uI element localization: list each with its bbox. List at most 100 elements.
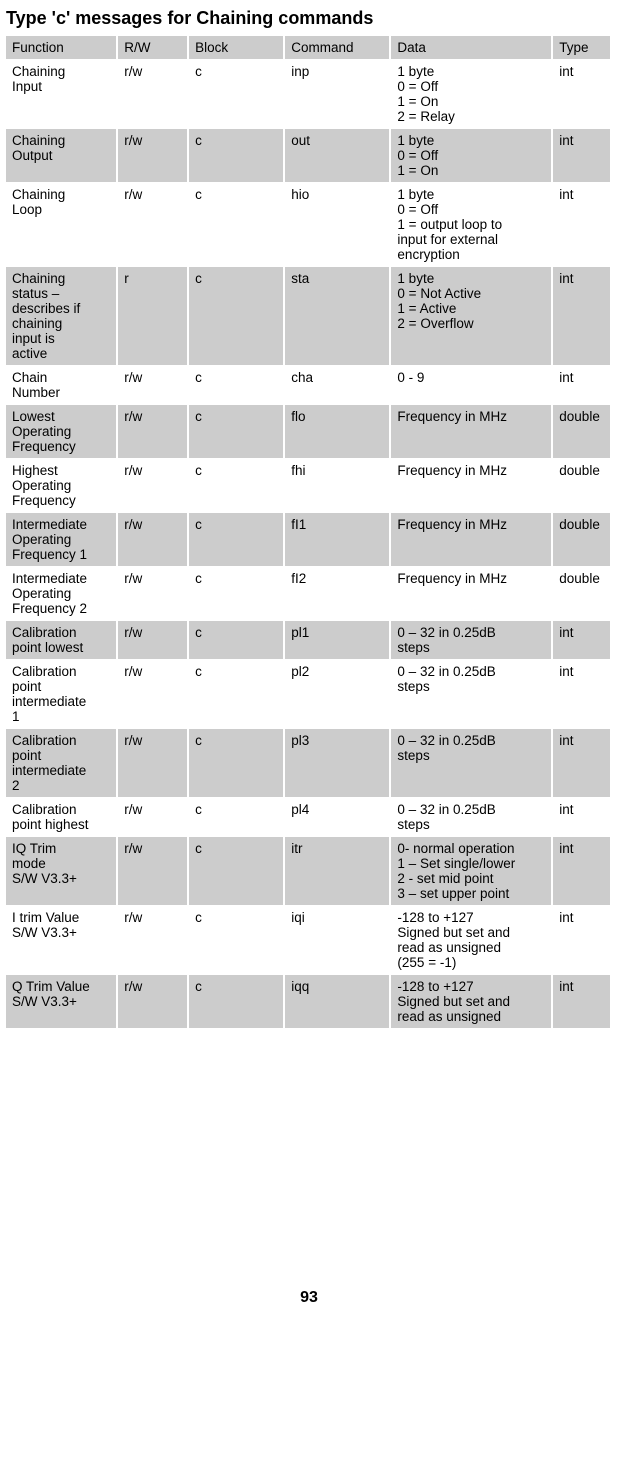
cell-block: c (188, 405, 284, 459)
cell-function: ChainNumber (6, 366, 117, 405)
cell-function: HighestOperatingFrequency (6, 459, 117, 513)
col-function: Function (6, 36, 117, 60)
col-type: Type (552, 36, 611, 60)
cell-data: -128 to +127Signed but set andread as un… (390, 906, 552, 975)
col-block: Block (188, 36, 284, 60)
cell-command: pl1 (284, 621, 390, 660)
cell-command: out (284, 129, 390, 183)
cell-function: ChainingOutput (6, 129, 117, 183)
table-row: LowestOperatingFrequencyr/wcfloFrequency… (6, 405, 611, 459)
cell-data: 0- normal operation1 – Set single/lower2… (390, 837, 552, 906)
cell-rw: r/w (117, 459, 188, 513)
cell-data: 1 byte0 = Off1 = output loop toinput for… (390, 183, 552, 267)
cell-function: Calibrationpoint lowest (6, 621, 117, 660)
cell-data: -128 to +127Signed but set andread as un… (390, 975, 552, 1029)
cell-type: double (552, 513, 611, 567)
cell-function: Q Trim ValueS/W V3.3+ (6, 975, 117, 1029)
table-row: IntermediateOperatingFrequency 1r/wcfI1F… (6, 513, 611, 567)
cell-command: fI1 (284, 513, 390, 567)
cell-command: sta (284, 267, 390, 366)
cell-rw: r/w (117, 405, 188, 459)
cell-data: Frequency in MHz (390, 405, 552, 459)
cell-type: int (552, 129, 611, 183)
cell-type: int (552, 660, 611, 729)
col-rw: R/W (117, 36, 188, 60)
table-row: Calibrationpointintermediate1r/wcpl20 – … (6, 660, 611, 729)
cell-data: Frequency in MHz (390, 513, 552, 567)
cell-block: c (188, 129, 284, 183)
table-row: ChainingLoopr/wchio1 byte0 = Off1 = outp… (6, 183, 611, 267)
table-row: Chainingstatus –describes ifchaininginpu… (6, 267, 611, 366)
table-row: Calibrationpointintermediate2r/wcpl30 – … (6, 729, 611, 798)
cell-block: c (188, 729, 284, 798)
cell-data: 0 – 32 in 0.25dBsteps (390, 798, 552, 837)
cell-rw: r/w (117, 837, 188, 906)
cell-data: 0 - 9 (390, 366, 552, 405)
cell-block: c (188, 798, 284, 837)
table-row: HighestOperatingFrequencyr/wcfhiFrequenc… (6, 459, 611, 513)
table-header-row: Function R/W Block Command Data Type (6, 36, 611, 60)
cell-type: int (552, 267, 611, 366)
cell-function: Chainingstatus –describes ifchaininginpu… (6, 267, 117, 366)
cell-rw: r/w (117, 621, 188, 660)
cell-block: c (188, 660, 284, 729)
cell-type: int (552, 837, 611, 906)
cell-block: c (188, 459, 284, 513)
cell-function: IntermediateOperatingFrequency 1 (6, 513, 117, 567)
cell-function: Calibrationpointintermediate1 (6, 660, 117, 729)
cell-command: inp (284, 60, 390, 129)
table-row: IQ TrimmodeS/W V3.3+r/wcitr0- normal ope… (6, 837, 611, 906)
page-number: 93 (6, 1029, 612, 1307)
cell-function: Calibrationpoint highest (6, 798, 117, 837)
cell-data: 1 byte0 = Not Active1 = Active2 = Overfl… (390, 267, 552, 366)
cell-rw: r/w (117, 729, 188, 798)
table-row: Calibrationpoint highestr/wcpl40 – 32 in… (6, 798, 611, 837)
cell-type: int (552, 975, 611, 1029)
commands-table: Function R/W Block Command Data Type Cha… (6, 35, 612, 1029)
cell-function: ChainingInput (6, 60, 117, 129)
cell-function: ChainingLoop (6, 183, 117, 267)
table-row: ChainingOutputr/wcout1 byte0 = Off1 = On… (6, 129, 611, 183)
cell-block: c (188, 366, 284, 405)
table-row: Calibrationpoint lowestr/wcpl10 – 32 in … (6, 621, 611, 660)
table-row: ChainingInputr/wcinp1 byte0 = Off1 = On2… (6, 60, 611, 129)
cell-rw: r/w (117, 660, 188, 729)
cell-function: I trim ValueS/W V3.3+ (6, 906, 117, 975)
cell-type: int (552, 366, 611, 405)
cell-rw: r (117, 267, 188, 366)
cell-command: pl3 (284, 729, 390, 798)
cell-rw: r/w (117, 567, 188, 621)
cell-command: iqq (284, 975, 390, 1029)
col-command: Command (284, 36, 390, 60)
cell-type: double (552, 459, 611, 513)
cell-type: int (552, 183, 611, 267)
cell-rw: r/w (117, 60, 188, 129)
table-row: Q Trim ValueS/W V3.3+r/wciqq-128 to +127… (6, 975, 611, 1029)
page-title: Type 'c' messages for Chaining commands (6, 8, 612, 29)
cell-block: c (188, 906, 284, 975)
cell-type: int (552, 621, 611, 660)
cell-type: int (552, 729, 611, 798)
cell-block: c (188, 567, 284, 621)
cell-type: double (552, 567, 611, 621)
cell-block: c (188, 183, 284, 267)
cell-rw: r/w (117, 513, 188, 567)
cell-rw: r/w (117, 129, 188, 183)
col-data: Data (390, 36, 552, 60)
cell-type: int (552, 60, 611, 129)
cell-data: 0 – 32 in 0.25dBsteps (390, 729, 552, 798)
cell-type: int (552, 906, 611, 975)
cell-command: flo (284, 405, 390, 459)
cell-block: c (188, 60, 284, 129)
cell-command: iqi (284, 906, 390, 975)
cell-command: fhi (284, 459, 390, 513)
cell-data: 0 – 32 in 0.25dBsteps (390, 660, 552, 729)
cell-block: c (188, 513, 284, 567)
table-row: ChainNumberr/wccha0 - 9int (6, 366, 611, 405)
cell-command: fI2 (284, 567, 390, 621)
cell-block: c (188, 837, 284, 906)
cell-data: Frequency in MHz (390, 459, 552, 513)
cell-block: c (188, 267, 284, 366)
cell-command: pl4 (284, 798, 390, 837)
cell-rw: r/w (117, 906, 188, 975)
